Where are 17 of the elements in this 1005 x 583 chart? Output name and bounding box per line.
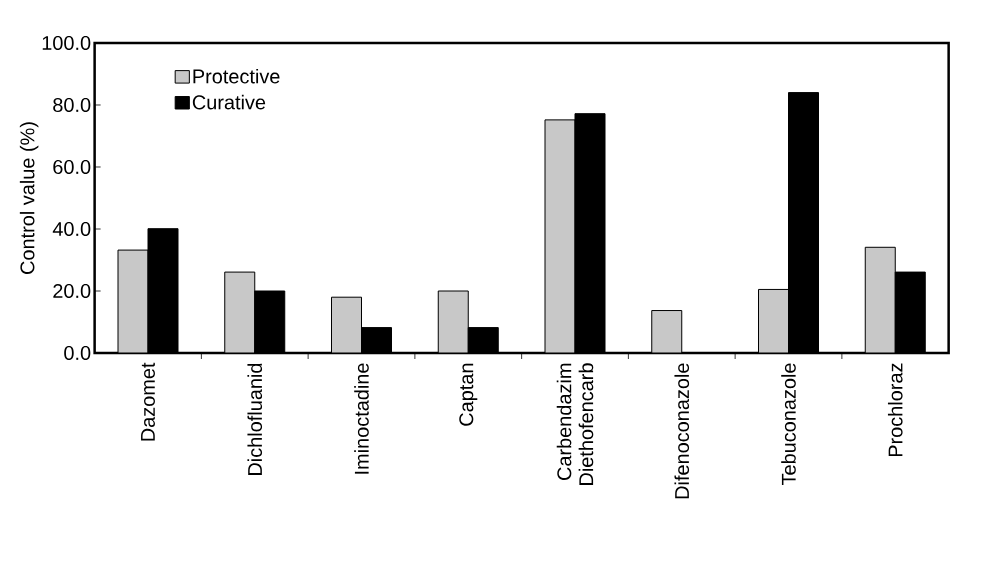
- x-tick-label: Tebuconazole: [781, 363, 796, 486]
- x-tick-label: Dichlofluanid: [247, 363, 263, 475]
- y-tick-label: 80.0: [53, 97, 91, 113]
- x-tick-label: Dazomet: [141, 362, 155, 441]
- x-tick-label: Carbendazim Diethofencarb: [556, 363, 594, 485]
- x-tick-label: Iminoctadine: [354, 363, 369, 474]
- y-tick-label: 20.0: [53, 283, 91, 299]
- x-tick-label: Difenoconazole: [674, 363, 690, 499]
- x-tick-label: Captan: [459, 363, 478, 426]
- legend-label: Curative: [192, 94, 266, 110]
- legend-label: Protective: [193, 68, 280, 84]
- y-tick-label: 40.0: [52, 221, 91, 237]
- y-tick-label: 60.0: [53, 159, 91, 175]
- y-axis-title: Control value (%): [19, 122, 39, 274]
- y-tick-label: 100.0: [42, 35, 91, 51]
- x-tick-label: Prochloraz: [887, 363, 903, 457]
- y-tick-label: 0.0: [64, 345, 91, 361]
